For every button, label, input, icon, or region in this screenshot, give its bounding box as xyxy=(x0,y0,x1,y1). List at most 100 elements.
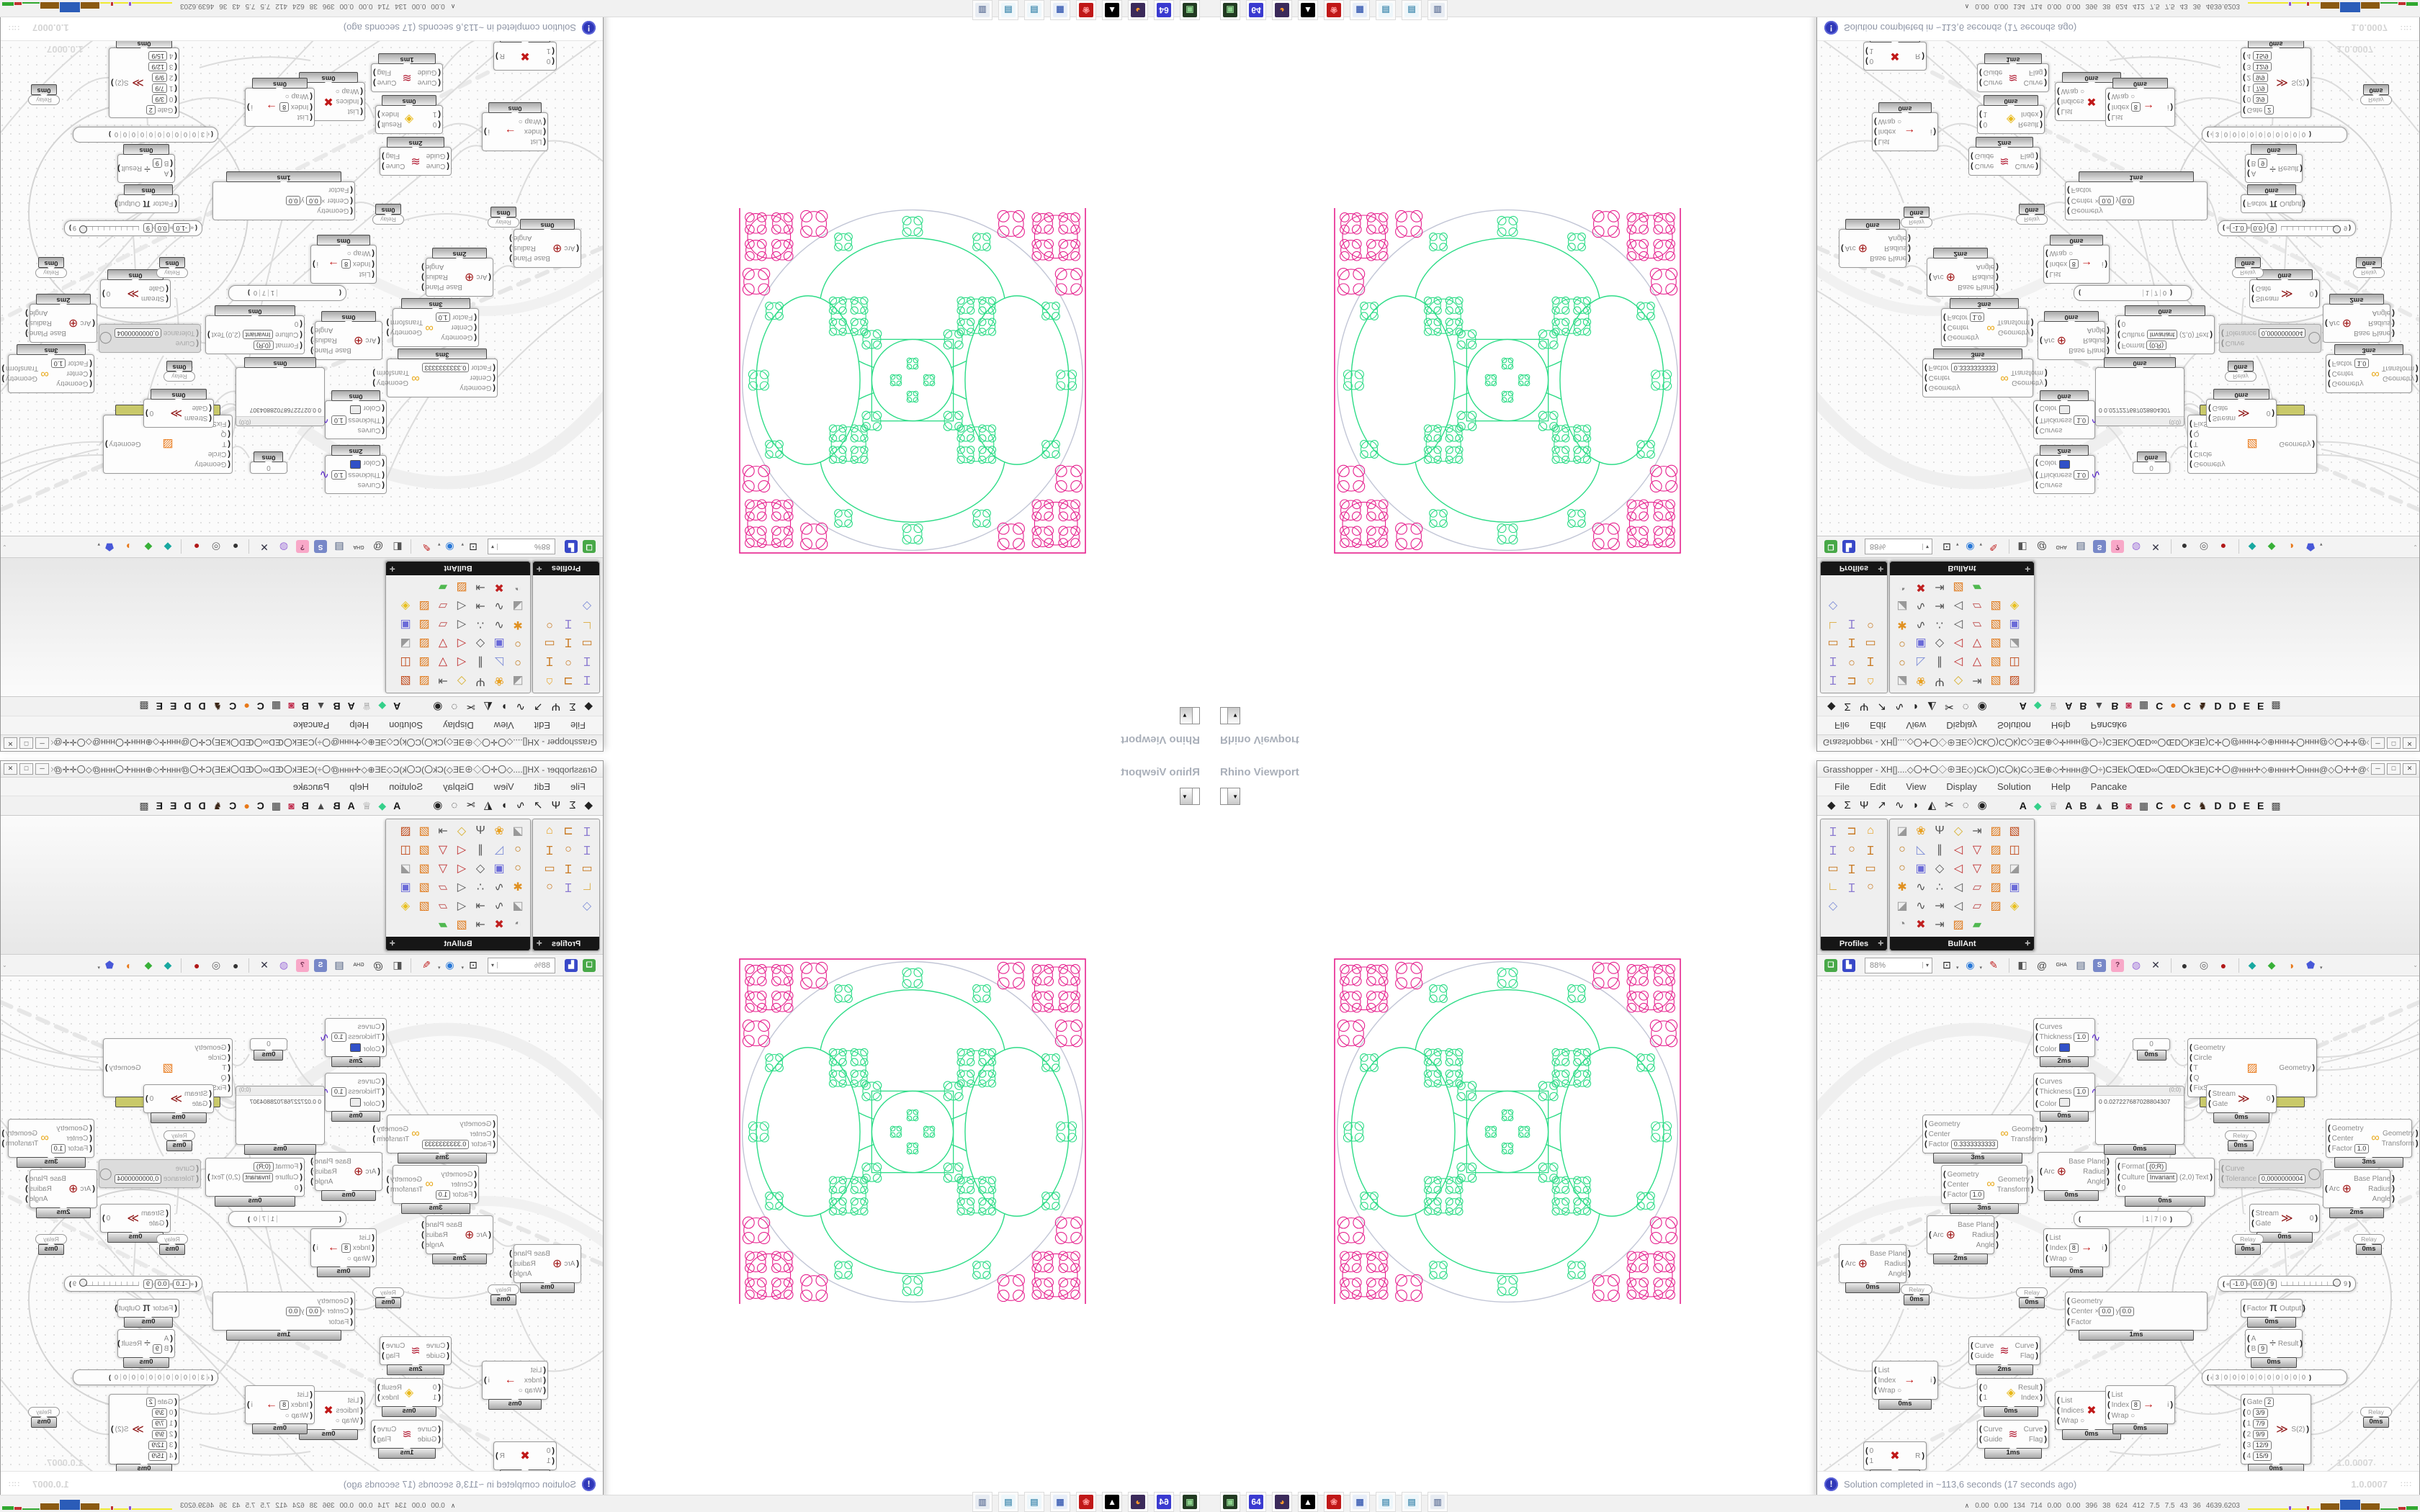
pi-component[interactable]: FactorπOutput0ms xyxy=(2241,184,2303,213)
palette-component-icon[interactable]: ∥ xyxy=(1937,656,1942,668)
input-port[interactable]: Arc xyxy=(2040,1166,2055,1176)
palette-component-icon[interactable]: ◔ xyxy=(1899,918,1906,930)
input-port[interactable]: Index 8 xyxy=(279,1400,313,1410)
input-port[interactable]: List xyxy=(341,1233,375,1243)
value-box[interactable]: 1.0 xyxy=(2074,415,2089,426)
division-component[interactable]: AB 9÷Result0ms xyxy=(117,1329,175,1368)
exit-door-button[interactable]: ◧ xyxy=(393,541,403,553)
palette-component-icon[interactable]: ⌂ xyxy=(1867,824,1874,837)
digit-cell[interactable]: 3 xyxy=(2213,131,2221,138)
value-box[interactable]: 9 xyxy=(152,158,162,168)
palette-component-icon[interactable]: ∴ xyxy=(476,618,485,631)
digit-cell[interactable]: 0 xyxy=(2221,131,2230,138)
grid-icon[interactable]: ▦ xyxy=(2138,799,2149,811)
palette-component-icon[interactable]: ▰ xyxy=(1972,581,1982,593)
digit-cell[interactable]: 0 xyxy=(2264,1374,2273,1381)
output-port[interactable]: Transform xyxy=(372,368,409,378)
digit-cell[interactable]: 0 xyxy=(112,1374,121,1381)
palette-component-icon[interactable]: ∿ xyxy=(1916,900,1926,912)
output-port[interactable]: Base Plane xyxy=(25,328,66,338)
save-file-button[interactable]: ▙ xyxy=(565,540,578,554)
palette-component-icon[interactable]: ∿ xyxy=(1916,618,1926,631)
arc-component[interactable]: Arc⊕Base PlaneRadiusAngle0ms xyxy=(1839,219,1906,268)
circle-fit-component[interactable]: CurveTolerance 0,0000000004◯Circle xyxy=(79,324,201,353)
value-box[interactable]: 7/9 xyxy=(2253,1419,2268,1428)
plugin-tab-E[interactable]: E xyxy=(2257,800,2264,811)
output-port[interactable]: Text xyxy=(207,330,225,340)
sphere-dark-button[interactable]: ● xyxy=(232,541,239,553)
palette-component-icon[interactable]: Ｉ xyxy=(544,845,556,858)
slider-track[interactable] xyxy=(2281,225,2341,233)
input-port[interactable]: Arc xyxy=(1929,272,1944,282)
input-port[interactable]: Arc xyxy=(1841,1259,1856,1269)
output-port[interactable]: Transform xyxy=(2382,364,2419,374)
value-box[interactable]: 1.0 xyxy=(435,1189,451,1200)
relay-component[interactable]: Relay 0ms xyxy=(28,1407,60,1428)
digit-cell[interactable]: 1 xyxy=(2143,289,2151,297)
output-port[interactable]: Curve xyxy=(373,78,400,88)
text-component[interactable]: 01✖R0ms xyxy=(493,1441,557,1471)
input-port[interactable]: Factor xyxy=(284,186,353,196)
custom-preview-component[interactable]: CurvesThickness 1.0Color∿0ms xyxy=(320,1073,387,1122)
chevron-down-icon[interactable]: ▾ xyxy=(437,965,441,971)
emulator-icon[interactable]: ▣ xyxy=(1180,1491,1200,1512)
plugin-tab-B[interactable]: B xyxy=(333,800,341,811)
value-box[interactable]: 2 xyxy=(145,1398,156,1407)
arc-component[interactable]: Arc⊕Base PlaneRadiusAngle2ms xyxy=(1927,1215,1994,1264)
output-port[interactable]: Transform xyxy=(372,1134,409,1144)
palette-component-icon[interactable]: ▰ xyxy=(438,919,448,931)
scale-component[interactable]: GeometryCenterFactor 1.0∞GeometryTransfo… xyxy=(1941,298,2030,347)
output-port[interactable]: Result xyxy=(117,163,142,174)
resize-grip[interactable]: ∷∷ xyxy=(2401,23,2412,32)
value-box[interactable]: 0.0 xyxy=(154,1279,170,1289)
close-button[interactable]: ✕ xyxy=(2403,763,2416,775)
input-port[interactable]: Curves xyxy=(331,426,385,436)
input-port[interactable]: Curve xyxy=(1971,161,1997,171)
palette-component-icon[interactable]: ◪ xyxy=(512,900,524,912)
scale-component[interactable]: GeometryCenterFactor 0.3333333333∞Geomet… xyxy=(377,1115,498,1164)
notepad-icon[interactable]: ▤ xyxy=(998,0,1018,21)
digit-cell[interactable]: 0 xyxy=(190,1374,199,1381)
palette-component-icon[interactable]: ∴ xyxy=(476,881,485,894)
digit-slider[interactable]: 170 xyxy=(2074,1211,2192,1227)
arc-component[interactable]: Arc⊕Base PlaneRadiusAngle2ms xyxy=(426,1215,493,1264)
custom-preview-component[interactable]: CurvesThickness 1.0Color∿0ms xyxy=(2033,390,2100,439)
value-box[interactable]: 9 xyxy=(143,223,153,233)
zoom-level-combobox[interactable]: 88% ▾ xyxy=(488,539,555,555)
input-port[interactable]: Stream xyxy=(2251,1208,2279,1218)
output-port[interactable]: i xyxy=(1917,127,1936,137)
tab-surface[interactable]: ◗ xyxy=(1912,799,1919,811)
value-box[interactable]: 0.0 xyxy=(2119,196,2135,206)
stream-filter-component[interactable]: Gate 20 3/91 7/92 9/93 12/94 15/9≫S(2)0m… xyxy=(2241,1394,2311,1471)
output-port[interactable]: Base Plane xyxy=(2069,346,2110,356)
value-box[interactable]: 1.0 xyxy=(435,312,451,323)
menu-item-view[interactable]: View xyxy=(1906,781,1927,792)
firefox-icon[interactable]: ◕ xyxy=(1128,1491,1148,1512)
input-port[interactable]: Thickness 1.0 xyxy=(331,415,385,426)
color-swatch[interactable] xyxy=(2058,1097,2070,1107)
input-port[interactable]: Arc xyxy=(564,1259,579,1269)
value-box[interactable]: 8 xyxy=(2130,1400,2141,1410)
palette-component-icon[interactable]: ▨ xyxy=(456,581,467,593)
input-port[interactable]: Factor 1.0 xyxy=(435,1189,477,1200)
input-port[interactable]: Center ×0.0 y0.0 xyxy=(2067,1306,2136,1317)
input-port[interactable]: Gate xyxy=(2251,1218,2279,1228)
menu-item-pancake[interactable]: Pancake xyxy=(292,781,330,792)
bird-icon[interactable]: ♞ xyxy=(2197,701,2208,713)
relay-component[interactable]: Relay 0ms xyxy=(488,207,519,228)
palette-component-icon[interactable]: ○ xyxy=(1899,843,1906,855)
relay-component[interactable]: Relay 0ms xyxy=(163,1130,195,1151)
input-port[interactable]: Gate xyxy=(184,403,212,413)
input-port[interactable]: Color xyxy=(331,404,385,415)
output-port[interactable]: Result xyxy=(2278,1338,2303,1349)
output-port[interactable]: 0 xyxy=(2295,289,2318,299)
input-port[interactable]: Geometry xyxy=(1924,1119,1998,1129)
input-port[interactable]: Center xyxy=(2328,1133,2369,1143)
pi-component[interactable]: FactorπOutput0ms xyxy=(117,1299,179,1328)
slider-knob[interactable] xyxy=(79,225,88,233)
digit-cell[interactable]: 0 xyxy=(2290,1374,2299,1381)
input-port[interactable]: Geometry xyxy=(51,1123,92,1133)
arc-component[interactable]: Arc⊕Base PlaneRadiusAngle0ms xyxy=(1839,1244,1906,1293)
input-port[interactable]: Factor 1.0 xyxy=(2328,1143,2370,1154)
